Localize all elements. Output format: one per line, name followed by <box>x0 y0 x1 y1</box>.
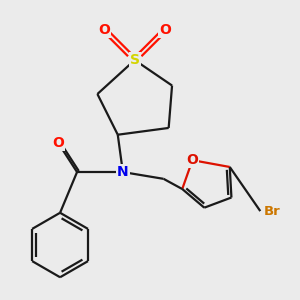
Text: Br: Br <box>264 205 280 218</box>
Text: N: N <box>117 165 129 179</box>
Text: O: O <box>187 153 198 167</box>
Text: O: O <box>159 22 171 37</box>
Text: O: O <box>98 22 110 37</box>
Text: S: S <box>130 53 140 67</box>
Text: O: O <box>52 136 64 150</box>
